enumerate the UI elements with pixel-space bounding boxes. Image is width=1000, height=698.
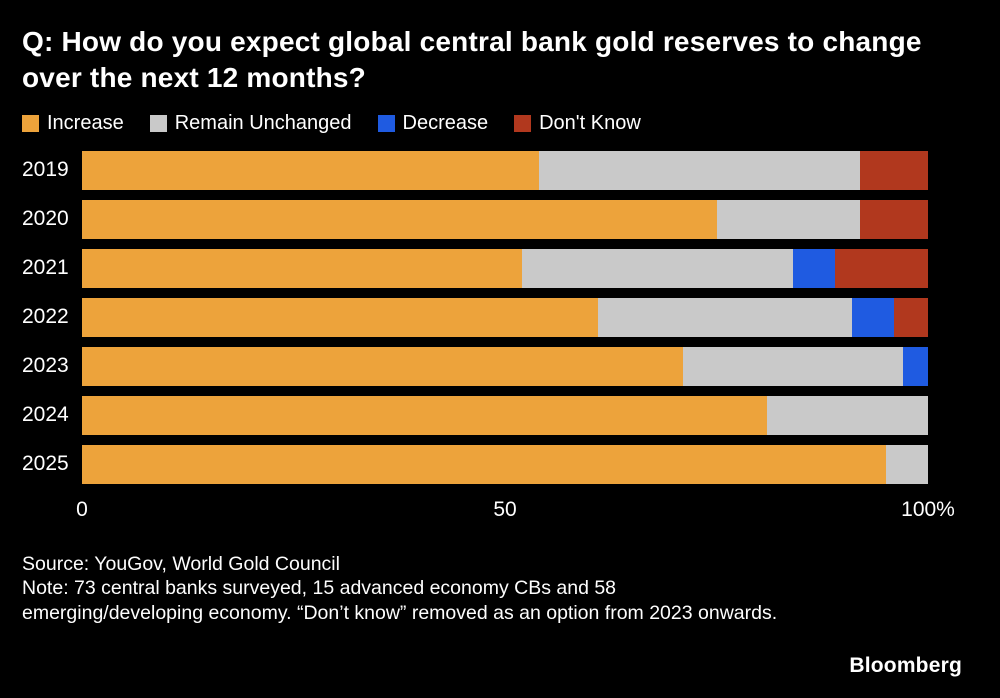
chart-row-2020: 2020: [22, 199, 978, 239]
legend-swatch-remain-unchanged: [149, 114, 167, 132]
legend-label: Remain Unchanged: [174, 111, 352, 134]
bar-segment-remain-unchanged: [521, 248, 793, 288]
legend-item-decrease: Decrease: [377, 111, 489, 135]
row-year-label: 2022: [22, 305, 69, 329]
bar-segment-decrease: [792, 248, 835, 288]
bar-segment-decrease: [902, 346, 928, 386]
bar-track-2022: [82, 297, 928, 337]
bar-segment-remain-unchanged: [885, 444, 928, 484]
bar-track-2025: [82, 444, 928, 484]
stacked-bar-chart: 2019 2020 2021 2022 2023 2024 2025 0 50 100%: [22, 150, 978, 526]
bar-segment-remain-unchanged: [767, 395, 928, 435]
bar-segment-increase: [82, 297, 599, 337]
bar-segment-don-t-know: [860, 199, 928, 239]
chart-row-2025: 2025: [22, 444, 978, 484]
chart-row-2019: 2019: [22, 150, 978, 190]
row-year-label: 2020: [22, 207, 69, 231]
legend: Increase Remain Unchanged Decrease Don't Kn…: [22, 112, 978, 135]
legend-label: Decrease: [402, 111, 489, 134]
bar-segment-don-t-know: [860, 150, 928, 190]
bar-segment-increase: [82, 346, 683, 386]
bar-segment-don-t-know: [834, 248, 928, 288]
row-year-label: 2019: [22, 158, 69, 182]
legend-item-remain-unchanged: Remain Unchanged: [149, 111, 352, 135]
legend-label: Don't Know: [539, 111, 641, 134]
bar-segment-don-t-know: [894, 297, 928, 337]
row-year-label: 2023: [22, 354, 69, 378]
row-year-label: 2024: [22, 403, 69, 427]
x-axis-tick-100: 100%: [901, 497, 955, 521]
chart-row-2024: 2024: [22, 395, 978, 435]
chart-rows: 2019 2020 2021 2022 2023 2024 2025: [22, 150, 978, 484]
bar-track-2021: [82, 248, 928, 288]
chart-row-2021: 2021: [22, 248, 978, 288]
bar-track-2023: [82, 346, 928, 386]
legend-swatch-don-t-know: [514, 114, 532, 132]
bar-segment-remain-unchanged: [598, 297, 852, 337]
x-axis: 0 50 100%: [76, 497, 955, 526]
note-text: Note: 73 central banks surveyed, 15 adva…: [22, 577, 778, 625]
source-text: Source: YouGov, World Gold Council: [22, 552, 340, 575]
row-year-label: 2025: [22, 452, 69, 476]
legend-label: Increase: [47, 111, 124, 134]
chart-row-2022: 2022: [22, 297, 978, 337]
footnotes: Source: YouGov, World Gold Council Note:…: [22, 552, 784, 626]
legend-swatch-increase: [22, 114, 39, 132]
x-axis-tick-50: 50: [493, 497, 517, 521]
bar-track-2020: [82, 199, 928, 239]
legend-swatch-decrease: [377, 114, 395, 132]
bar-segment-remain-unchanged: [716, 199, 861, 239]
bar-segment-remain-unchanged: [682, 346, 903, 386]
bar-track-2024: [82, 395, 928, 435]
x-axis-tick-0: 0: [76, 497, 88, 521]
legend-item-don-t-know: Don't Know: [514, 112, 641, 135]
bar-segment-decrease: [851, 297, 895, 337]
legend-item-increase: Increase: [22, 112, 124, 135]
bar-segment-increase: [82, 444, 886, 484]
bar-segment-remain-unchanged: [538, 150, 861, 190]
chart-title: Q: How do you expect global central bank…: [22, 26, 922, 93]
chart-row-2023: 2023: [22, 346, 978, 386]
bar-segment-increase: [82, 199, 717, 239]
bar-segment-increase: [82, 150, 539, 190]
bar-segment-increase: [82, 395, 768, 435]
row-year-label: 2021: [22, 256, 69, 280]
bar-segment-increase: [82, 248, 522, 288]
bar-track-2019: [82, 150, 928, 190]
bloomberg-logo: Bloomberg: [849, 654, 962, 677]
